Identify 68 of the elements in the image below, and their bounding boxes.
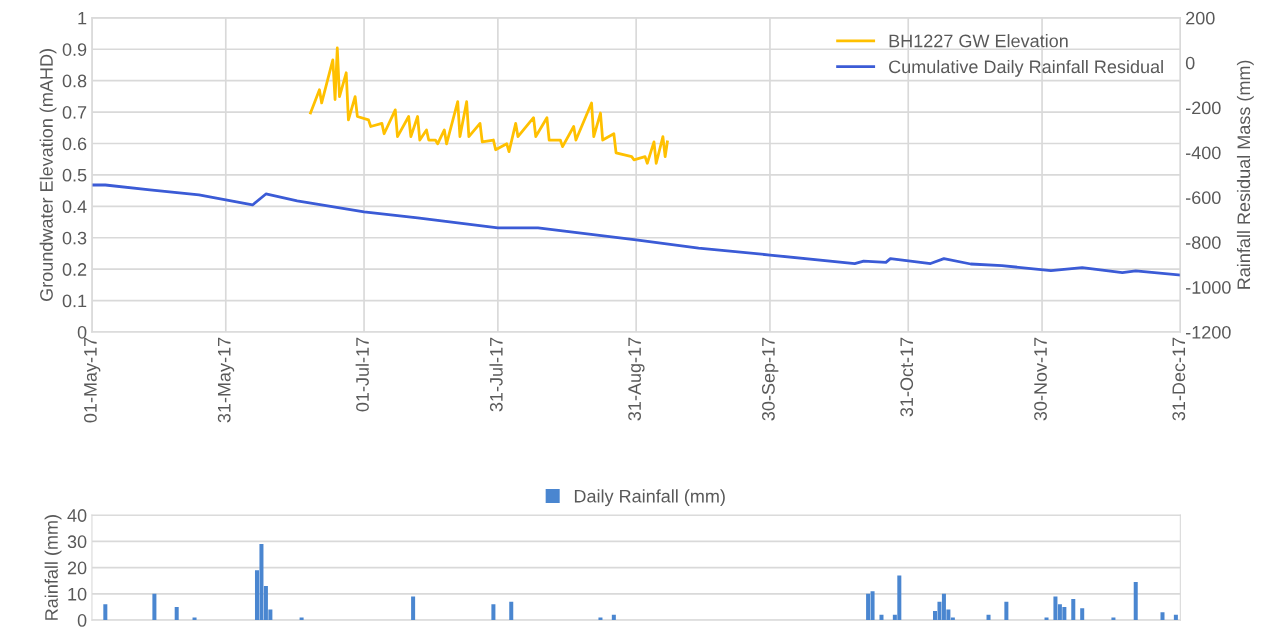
y2-tick-label: 200 (1186, 11, 1215, 25)
y-tick-label: 0.8 (62, 74, 87, 88)
line-series (91, 183, 1181, 277)
y-axis-title: Groundwater Elevation (mAHD) (39, 49, 57, 301)
bar (986, 614, 991, 621)
bar (870, 591, 875, 621)
x-tick-label: 31-Aug-17 (628, 337, 645, 421)
bar (192, 617, 197, 621)
y-tick-label: 20 (67, 561, 87, 575)
x-tick-label: 30-Sep-17 (762, 337, 779, 421)
y-axis-title: Rainfall (mm) (44, 515, 62, 620)
x-tick-label: 30-Nov-17 (1034, 337, 1047, 421)
y2-tick-label: -800 (1186, 236, 1221, 249)
y-tick-label: 0 (77, 614, 87, 627)
bar (1111, 617, 1116, 621)
x-tick-label: 31-Dec-17 (1172, 337, 1186, 421)
y-tick-label: 0.4 (62, 200, 87, 214)
bar (1173, 614, 1178, 621)
legend-label: Cumulative Daily Rainfall Residual (889, 59, 1163, 77)
y2-tick-label: -600 (1186, 191, 1221, 205)
bar (1044, 617, 1049, 621)
y2-tick-label: -400 (1186, 146, 1221, 160)
x-tick-label: 01-May-17 (84, 337, 101, 423)
y2-tick-label: -1200 (1186, 325, 1231, 339)
bar (1071, 599, 1076, 621)
bar (509, 601, 514, 621)
y-tick-label: 40 (67, 509, 87, 522)
bar (152, 593, 157, 621)
bar (299, 617, 304, 621)
x-tick-label: 31-Oct-17 (900, 337, 914, 417)
y-tick-label: 0.6 (62, 137, 87, 151)
x-tick-label: 01-Jul-17 (355, 337, 369, 412)
legend-label: Daily Rainfall (mm) (574, 489, 725, 507)
y-tick-label: 0 (77, 325, 87, 339)
bar (866, 593, 871, 621)
bar (897, 575, 902, 621)
y2-tick-label: 0 (1185, 56, 1195, 70)
bar (1080, 608, 1085, 621)
y-tick-label: 0.2 (62, 263, 87, 276)
bar (1004, 601, 1009, 621)
y-tick-label: 10 (68, 587, 87, 601)
bar (598, 617, 603, 621)
y-tick-label: 0.9 (62, 43, 87, 56)
y2-tick-label: -1000 (1186, 281, 1231, 294)
bar (879, 614, 884, 621)
bar (103, 604, 108, 621)
x-tick-label: 31-May-17 (217, 337, 235, 423)
legend-label: BH1227 GW Elevation (889, 34, 1068, 48)
y-tick-label: 0.3 (62, 231, 87, 245)
y2-tick-label: -200 (1186, 101, 1221, 115)
bar (1133, 582, 1138, 621)
bar (259, 544, 264, 621)
bar (1053, 596, 1058, 621)
y-tick-label: 1 (78, 11, 87, 25)
y-tick-label: 0.1 (62, 294, 87, 308)
y-tick-label: 0.5 (62, 168, 87, 182)
bar (411, 596, 416, 621)
bar (491, 604, 496, 621)
y-tick-label: 30 (67, 535, 87, 549)
x-tick-label: 31-Jul-17 (489, 337, 503, 412)
bar (1062, 606, 1067, 621)
bar (941, 593, 946, 621)
bar (174, 606, 179, 621)
y2-axis-title: Rainfall Residual Mass (mm) (1236, 60, 1254, 289)
bar (1160, 612, 1165, 621)
y-tick-label: 0.7 (62, 106, 87, 119)
line-series (309, 46, 669, 165)
bar (611, 614, 616, 621)
